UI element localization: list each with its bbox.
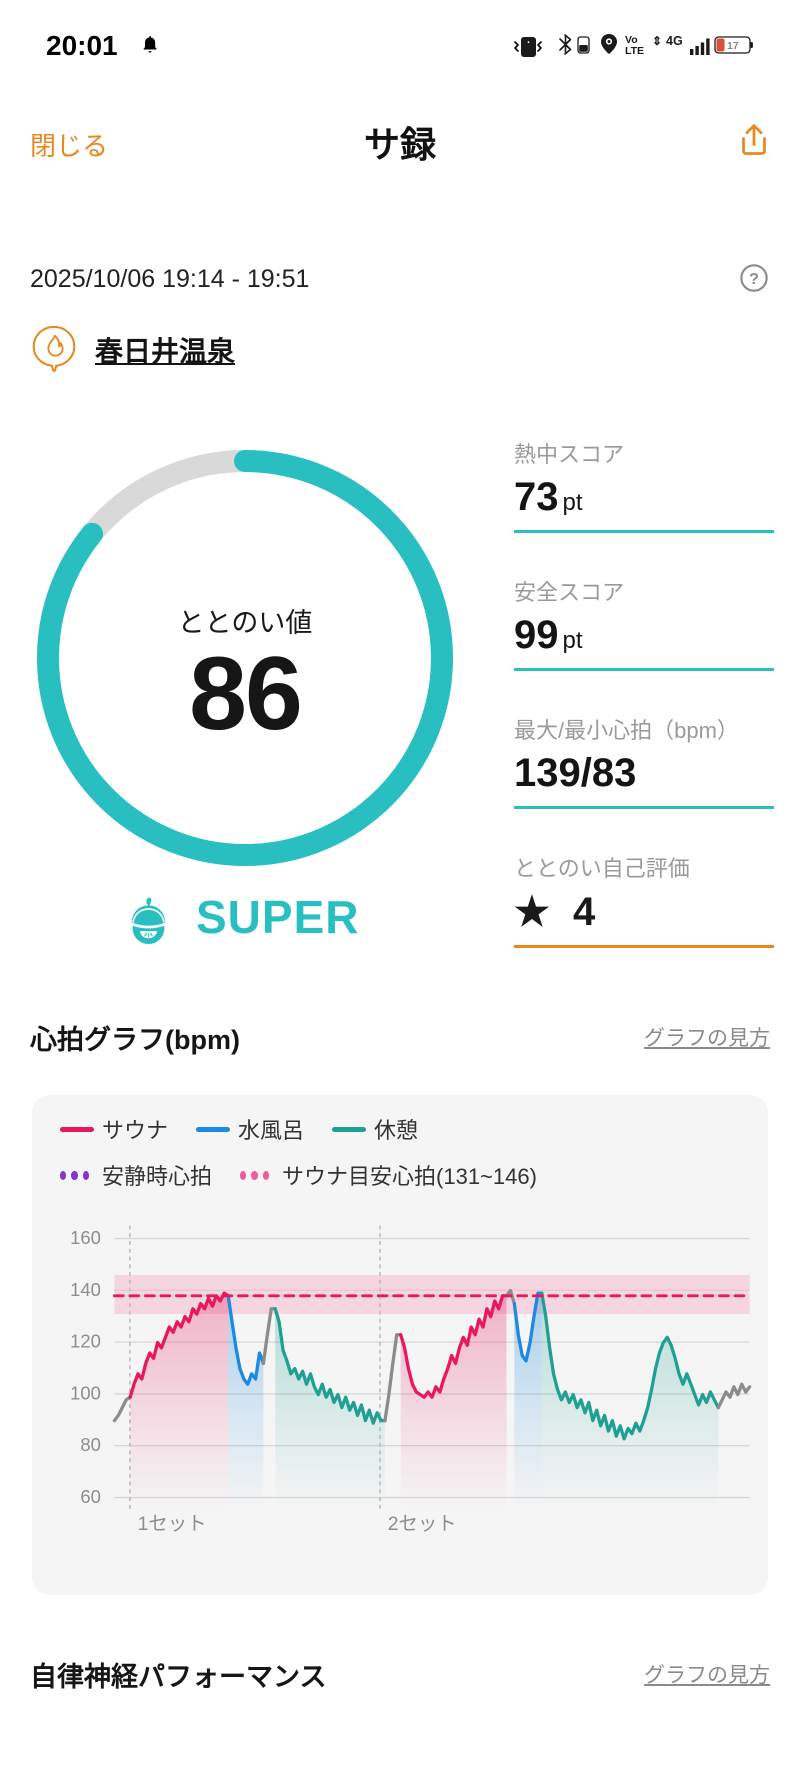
svg-text:120: 120 bbox=[70, 1331, 101, 1352]
svg-text:160: 160 bbox=[70, 1227, 101, 1248]
svg-text:1セット: 1セット bbox=[138, 1513, 207, 1535]
svg-text:140: 140 bbox=[70, 1279, 101, 1300]
svg-text:?: ? bbox=[749, 271, 759, 288]
svg-text:80: 80 bbox=[80, 1434, 100, 1455]
svg-text:⇕: ⇕ bbox=[652, 34, 662, 48]
svg-text:100: 100 bbox=[70, 1382, 101, 1403]
svg-text:LTE: LTE bbox=[625, 45, 644, 57]
svg-text:17: 17 bbox=[727, 40, 739, 52]
svg-text:2セット: 2セット bbox=[388, 1513, 457, 1535]
svg-text:60: 60 bbox=[80, 1486, 100, 1507]
svg-text:4G: 4G bbox=[666, 34, 683, 48]
